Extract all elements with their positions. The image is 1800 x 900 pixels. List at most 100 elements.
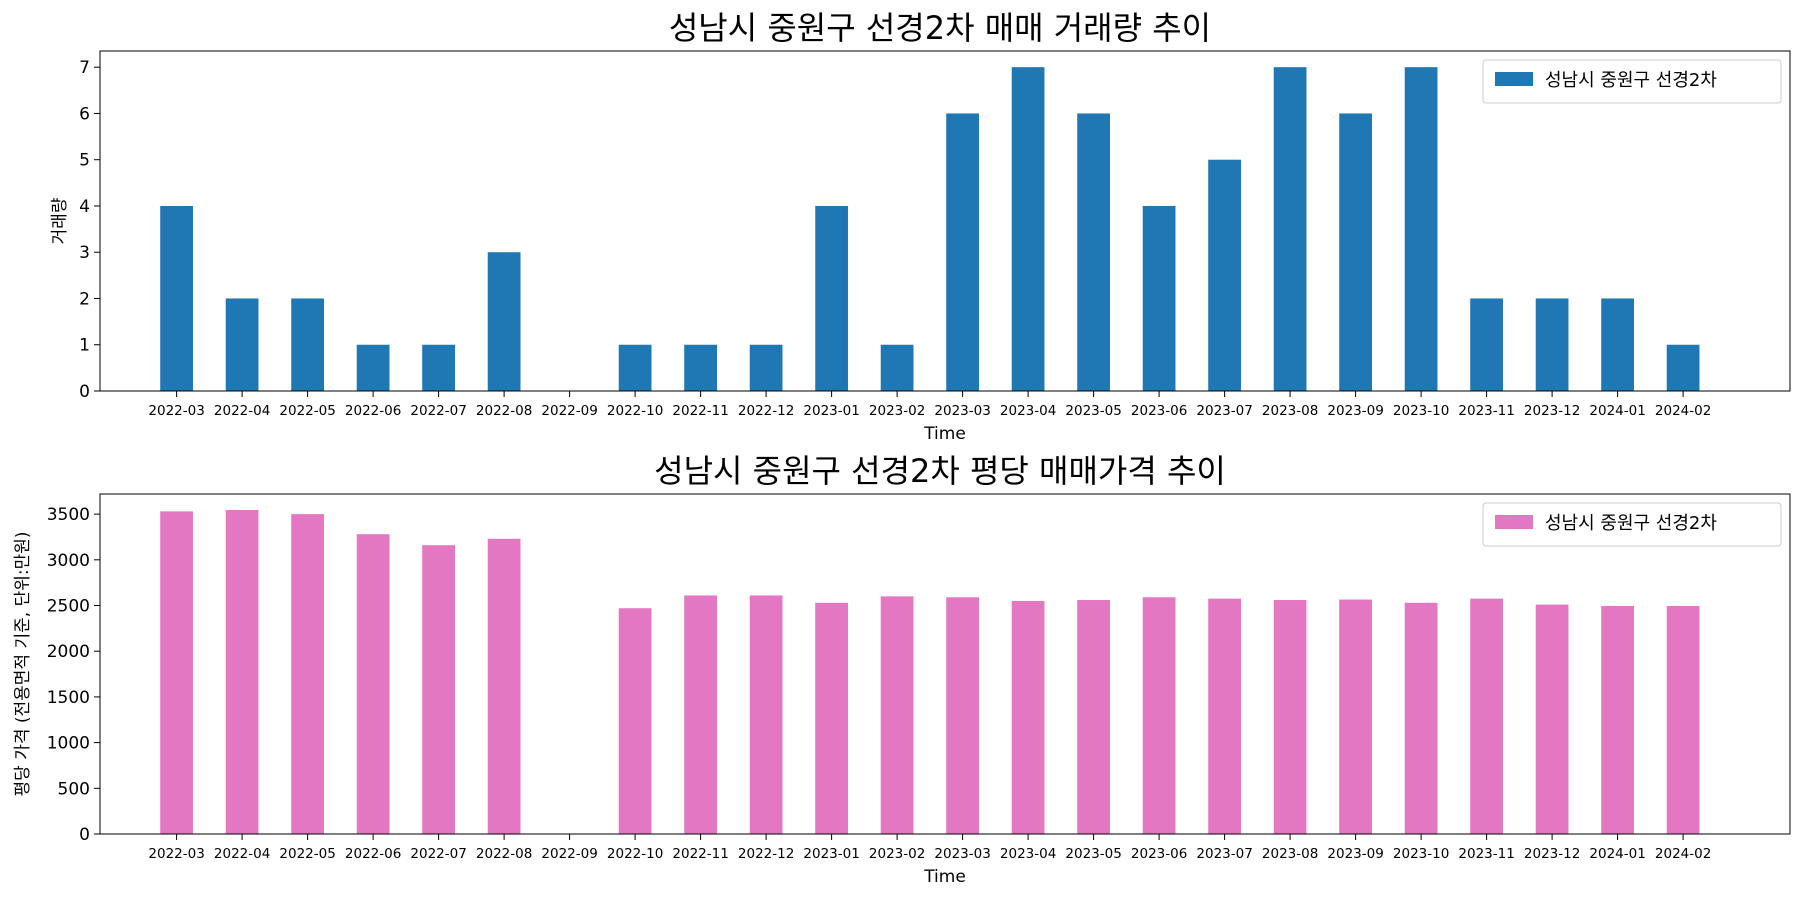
- bar-2022-10: [618, 344, 652, 391]
- bar-2022-07: [422, 545, 455, 834]
- bar-2024-02: [1666, 605, 1700, 834]
- x-tick-label: 2023-05: [1065, 846, 1121, 862]
- bar-2022-08: [487, 538, 521, 834]
- x-tick-label: 2023-02: [869, 846, 925, 862]
- bar-2023-08: [1273, 600, 1307, 834]
- bar-2023-05: [1077, 113, 1110, 391]
- bar-2023-04: [1011, 600, 1045, 834]
- x-tick-label: 2023-11: [1458, 403, 1514, 419]
- bar-2022-06: [356, 534, 390, 834]
- x-tick-label: 2023-11: [1458, 846, 1514, 862]
- bar-2023-05: [1077, 600, 1110, 834]
- bar-2023-09: [1339, 113, 1372, 391]
- legend-box: [1482, 502, 1782, 547]
- y-tick-label: 0: [79, 825, 90, 845]
- x-tick-label: 2023-06: [1131, 846, 1187, 862]
- x-tick-label: 2022-10: [607, 846, 663, 862]
- bar-2022-11: [684, 344, 717, 391]
- x-tick-label: 2023-10: [1393, 403, 1449, 419]
- legend-swatch: [1495, 515, 1533, 529]
- legend-box: [1482, 59, 1782, 104]
- x-tick-label: 2022-09: [541, 846, 597, 862]
- x-tick-label: 2024-02: [1655, 846, 1711, 862]
- x-tick-label: 2022-08: [476, 846, 532, 862]
- bar-2023-09: [1339, 599, 1372, 834]
- x-tick-label: 2023-08: [1262, 846, 1318, 862]
- y-axis-label: 거래량: [50, 197, 70, 244]
- x-axis-label: Time: [923, 867, 966, 887]
- x-tick-label: 2023-09: [1327, 846, 1383, 862]
- bar-2022-04: [225, 509, 259, 834]
- bar-2022-05: [291, 298, 324, 391]
- x-tick-label: 2023-10: [1393, 846, 1449, 862]
- chart-title: 성남시 중원구 선경2차 평당 매매가격 추이: [654, 452, 1226, 490]
- bar-2023-02: [880, 344, 914, 391]
- bar-2023-06: [1142, 205, 1176, 391]
- x-tick-label: 2023-01: [803, 403, 859, 419]
- bar-2023-07: [1208, 598, 1241, 834]
- x-tick-label: 2022-03: [148, 403, 204, 419]
- x-tick-label: 2024-01: [1589, 846, 1645, 862]
- y-tick-label: 3: [79, 243, 90, 263]
- x-tick-label: 2023-07: [1196, 846, 1252, 862]
- bar-2023-11: [1470, 598, 1503, 834]
- plot-frame: [99, 50, 1791, 392]
- x-tick-label: 2023-02: [869, 403, 925, 419]
- bar-2022-07: [422, 344, 455, 391]
- y-tick-label: 2000: [47, 642, 90, 662]
- legend-entry: 성남시 중원구 선경2차: [1545, 70, 1717, 91]
- bar-2022-03: [160, 511, 193, 834]
- y-tick-label: 2500: [47, 597, 90, 617]
- bar-2023-02: [880, 596, 914, 834]
- legend: 성남시 중원구 선경2차: [1482, 502, 1782, 547]
- legend-entry: 성남시 중원구 선경2차: [1545, 513, 1717, 534]
- x-tick-label: 2023-01: [803, 846, 859, 862]
- x-tick-label: 2023-04: [1000, 846, 1056, 862]
- y-axis: 0 1 2 3 4 5 6 7: [79, 58, 100, 402]
- chart-title: 성남시 중원구 선경2차 매매 거래량 추이: [669, 9, 1211, 47]
- x-tick-label: 2022-08: [476, 403, 532, 419]
- bar-2022-05: [291, 514, 324, 834]
- x-tick-label: 2022-07: [410, 846, 466, 862]
- x-tick-label: 2023-03: [934, 403, 990, 419]
- y-tick-label: 1500: [47, 688, 90, 708]
- x-tick-label: 2022-12: [738, 846, 794, 862]
- bar-2023-06: [1142, 597, 1176, 834]
- y-tick-label: 2: [79, 289, 90, 309]
- bar-2022-04: [225, 298, 259, 391]
- plot-frame: [99, 493, 1791, 835]
- bar-2023-11: [1470, 298, 1503, 391]
- bar-2023-12: [1535, 604, 1569, 834]
- x-tick-label: 2023-06: [1131, 403, 1187, 419]
- y-tick-label: 500: [58, 779, 90, 799]
- x-tick-label: 2022-12: [738, 403, 794, 419]
- x-tick-label: 2022-04: [214, 403, 270, 419]
- x-axis-label: Time: [923, 424, 966, 444]
- bar-2023-03: [946, 597, 979, 834]
- bar-2022-08: [487, 252, 521, 391]
- x-tick-label: 2023-09: [1327, 403, 1383, 419]
- x-tick-label: 2022-10: [607, 403, 663, 419]
- x-tick-label: 2024-01: [1589, 403, 1645, 419]
- y-tick-label: 4: [79, 197, 90, 217]
- bar-2023-01: [815, 602, 848, 834]
- x-tick-label: 2022-11: [672, 846, 728, 862]
- y-axis: 0 500 1000 1500 2000 2500 3000 3500: [47, 505, 100, 845]
- bar-2023-04: [1011, 67, 1045, 391]
- bar-2023-08: [1273, 67, 1307, 391]
- y-tick-label: 6: [79, 104, 90, 124]
- x-tick-label: 2022-04: [214, 846, 270, 862]
- legend-swatch: [1495, 72, 1533, 86]
- bar-2024-01: [1601, 298, 1634, 391]
- bar-2023-10: [1404, 67, 1438, 391]
- legend: 성남시 중원구 선경2차: [1482, 59, 1782, 104]
- x-tick-label: 2023-08: [1262, 403, 1318, 419]
- x-tick-label: 2024-02: [1655, 403, 1711, 419]
- bar-2023-10: [1404, 602, 1438, 834]
- x-tick-label: 2023-12: [1524, 403, 1580, 419]
- x-tick-label: 2022-11: [672, 403, 728, 419]
- bar-2022-03: [160, 205, 193, 391]
- x-tick-label: 2023-04: [1000, 403, 1056, 419]
- x-axis: 2022-03 2022-04 2022-05 2022-06 2022-07 2022-…: [148, 834, 1711, 862]
